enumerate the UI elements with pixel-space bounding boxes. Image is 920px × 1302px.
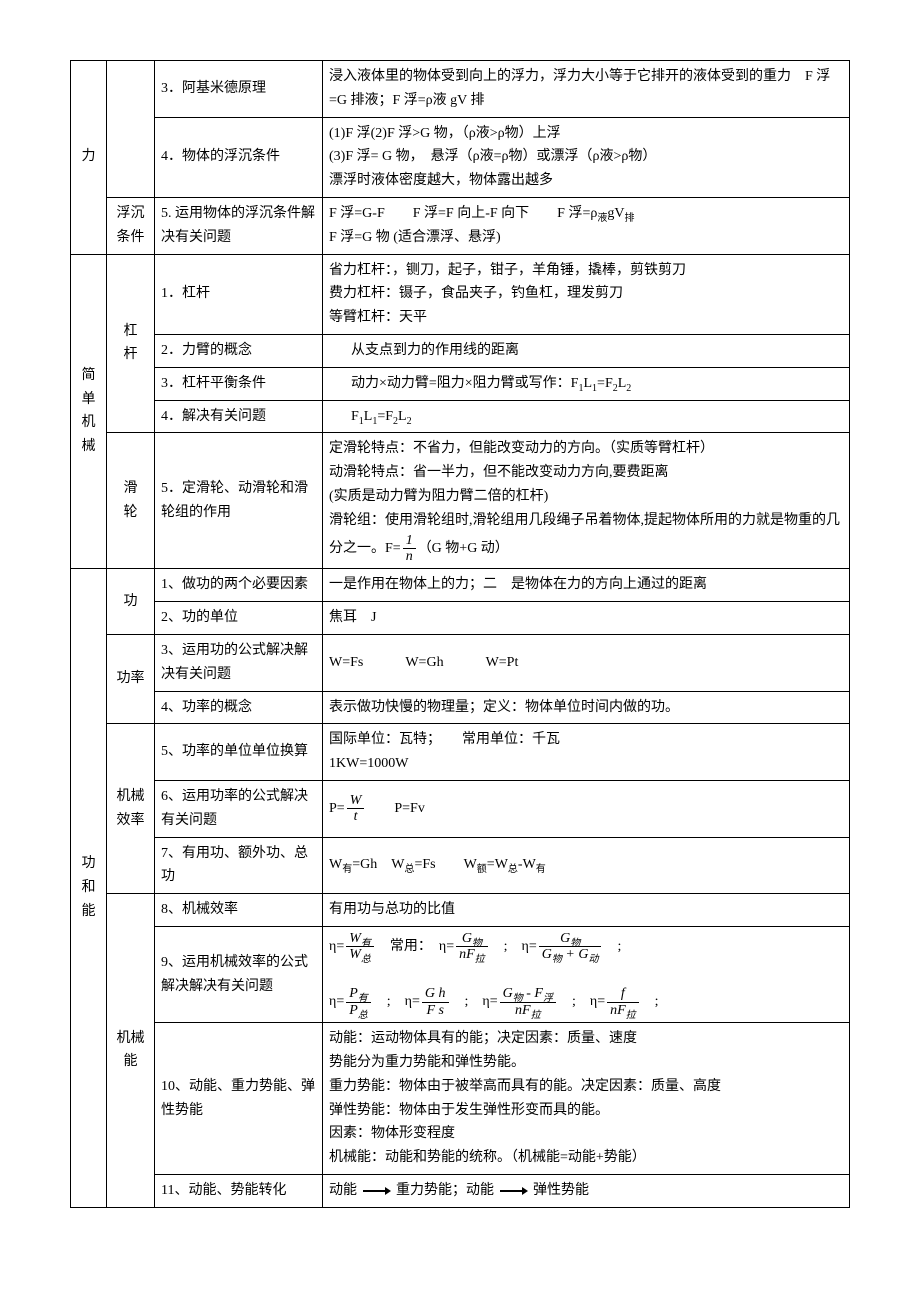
content-cell: 国际单位：瓦特； 常用单位：千瓦1KW=1000W: [323, 724, 850, 781]
subcategory-cell: [107, 61, 155, 198]
subcategory-cell: 机械能: [107, 894, 155, 1208]
table-row: 机械效率5、功率的单位单位换算国际单位：瓦特； 常用单位：千瓦1KW=1000W: [71, 724, 850, 781]
table-row: 4．物体的浮沉条件(1)F 浮(2)F 浮>G 物，（ρ液>ρ物）上浮(3)F …: [71, 117, 850, 197]
topic-cell: 5．定滑轮、动滑轮和滑轮组的作用: [155, 433, 323, 569]
category-cell: 简 单机械: [71, 254, 107, 569]
content-cell: 焦耳 J: [323, 602, 850, 635]
table-row: 滑 轮5．定滑轮、动滑轮和滑轮组的作用定滑轮特点：不省力，但能改变动力的方向。（…: [71, 433, 850, 569]
table-row: 4、功率的概念表示做功快慢的物理量；定义：物体单位时间内做的功。: [71, 691, 850, 724]
subcategory-cell: 功: [107, 569, 155, 635]
table-row: 功和能功1、做功的两个必要因素一是作用在物体上的力；二 是物体在力的方向上通过的…: [71, 569, 850, 602]
topic-cell: 1．杠杆: [155, 254, 323, 334]
topic-cell: 2、功的单位: [155, 602, 323, 635]
table-row: 机械能8、机械效率有用功与总功的比值: [71, 894, 850, 927]
category-cell: 功和能: [71, 569, 107, 1208]
table-row: 10、动能、重力势能、弹性势能动能：运动物体具有的能；决定因素：质量、速度势能分…: [71, 1023, 850, 1175]
table-row: 11、动能、势能转化动能 重力势能；动能 弹性势能: [71, 1175, 850, 1208]
content-cell: 表示做功快慢的物理量；定义：物体单位时间内做的功。: [323, 691, 850, 724]
content-cell: 有用功与总功的比值: [323, 894, 850, 927]
category-cell: 力: [71, 61, 107, 255]
content-cell: 动力×动力臂=阻力×阻力臂或写作：F1L1=F2L2: [323, 367, 850, 400]
table-row: 简 单机械杠 杆1．杠杆省力杠杆：，铡刀，起子，钳子，羊角锤，撬棒，剪铁剪刀费力…: [71, 254, 850, 334]
table-row: 7、有用功、额外功、总功W有=Gh W总=Fs W额=W总-W有: [71, 837, 850, 894]
topic-cell: 7、有用功、额外功、总功: [155, 837, 323, 894]
subcategory-cell: 杠 杆: [107, 254, 155, 433]
table-row: 2．力臂的概念从支点到力的作用线的距离: [71, 334, 850, 367]
topic-cell: 4．物体的浮沉条件: [155, 117, 323, 197]
topic-cell: 8、机械效率: [155, 894, 323, 927]
table-row: 6、运用功率的公式解决有关问题P=Wt P=Fv: [71, 780, 850, 837]
content-cell: 从支点到力的作用线的距离: [323, 334, 850, 367]
content-cell: (1)F 浮(2)F 浮>G 物，（ρ液>ρ物）上浮(3)F 浮= G 物， 悬…: [323, 117, 850, 197]
topic-cell: 6、运用功率的公式解决有关问题: [155, 780, 323, 837]
table-row: 2、功的单位焦耳 J: [71, 602, 850, 635]
topic-cell: 3、运用功的公式解决解决有关问题: [155, 634, 323, 691]
content-cell: η=W有W总 常用： η=G物nF拉 ; η=G物G物 + G动 ;η=P有P总…: [323, 926, 850, 1022]
content-cell: P=Wt P=Fv: [323, 780, 850, 837]
physics-outline-table: 力 3．阿基米德原理浸入液体里的物体受到向上的浮力，浮力大小等于它排开的液体受到的…: [70, 60, 850, 1208]
topic-cell: 10、动能、重力势能、弹性势能: [155, 1023, 323, 1175]
topic-cell: 4．解决有关问题: [155, 400, 323, 433]
content-cell: W=Fs W=Gh W=Pt: [323, 634, 850, 691]
content-cell: F 浮=G-F F 浮=F 向上-F 向下 F 浮=ρ液gV排F 浮=G 物 (…: [323, 197, 850, 254]
topic-cell: 9、运用机械效率的公式解决解决有关问题: [155, 926, 323, 1022]
content-cell: 动能 重力势能；动能 弹性势能: [323, 1175, 850, 1208]
subcategory-cell: 滑 轮: [107, 433, 155, 569]
table-row: 力3．阿基米德原理浸入液体里的物体受到向上的浮力，浮力大小等于它排开的液体受到的…: [71, 61, 850, 118]
content-cell: F1L1=F2L2: [323, 400, 850, 433]
table-row: 浮沉条件5. 运用物体的浮沉条件解决有关问题F 浮=G-F F 浮=F 向上-F…: [71, 197, 850, 254]
topic-cell: 5. 运用物体的浮沉条件解决有关问题: [155, 197, 323, 254]
subcategory-cell: 功率: [107, 634, 155, 723]
topic-cell: 2．力臂的概念: [155, 334, 323, 367]
topic-cell: 11、动能、势能转化: [155, 1175, 323, 1208]
topic-cell: 1、做功的两个必要因素: [155, 569, 323, 602]
content-cell: 定滑轮特点：不省力，但能改变动力的方向。（实质等臂杠杆）动滑轮特点：省一半力，但…: [323, 433, 850, 569]
subcategory-cell: 浮沉条件: [107, 197, 155, 254]
topic-cell: 3．杠杆平衡条件: [155, 367, 323, 400]
content-cell: 动能：运动物体具有的能；决定因素：质量、速度势能分为重力势能和弹性势能。重力势能…: [323, 1023, 850, 1175]
topic-cell: 3．阿基米德原理: [155, 61, 323, 118]
content-cell: 浸入液体里的物体受到向上的浮力，浮力大小等于它排开的液体受到的重力 F 浮=G …: [323, 61, 850, 118]
content-cell: 一是作用在物体上的力；二 是物体在力的方向上通过的距离: [323, 569, 850, 602]
topic-cell: 5、功率的单位单位换算: [155, 724, 323, 781]
content-cell: 省力杠杆：，铡刀，起子，钳子，羊角锤，撬棒，剪铁剪刀费力杠杆：镊子，食品夹子，钓…: [323, 254, 850, 334]
content-cell: W有=Gh W总=Fs W额=W总-W有: [323, 837, 850, 894]
table-row: 功率3、运用功的公式解决解决有关问题W=Fs W=Gh W=Pt: [71, 634, 850, 691]
table-row: 9、运用机械效率的公式解决解决有关问题η=W有W总 常用： η=G物nF拉 ; …: [71, 926, 850, 1022]
table-row: 3．杠杆平衡条件动力×动力臂=阻力×阻力臂或写作：F1L1=F2L2: [71, 367, 850, 400]
topic-cell: 4、功率的概念: [155, 691, 323, 724]
subcategory-cell: 机械效率: [107, 724, 155, 894]
table-row: 4．解决有关问题F1L1=F2L2: [71, 400, 850, 433]
